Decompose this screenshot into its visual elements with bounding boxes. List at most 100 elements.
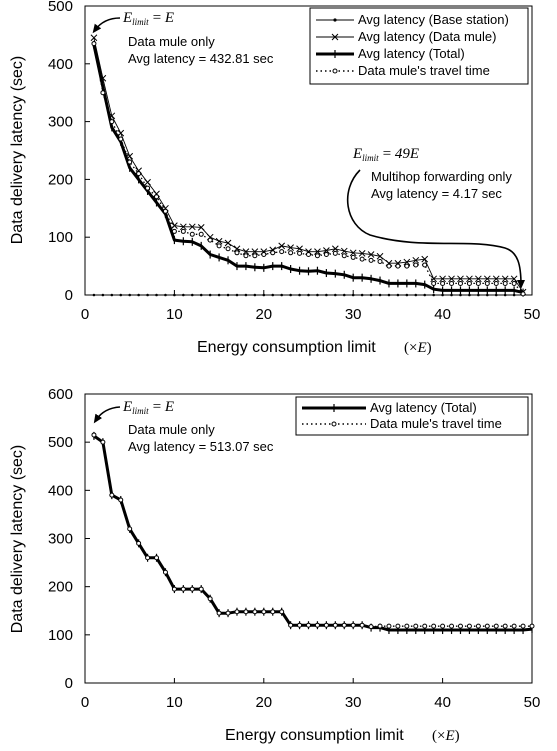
top-series-point	[234, 250, 240, 256]
top-series-point	[323, 247, 330, 254]
bottom-anno-min-arrow	[93, 406, 121, 424]
top-series-point	[395, 263, 401, 269]
svg-text:Avg latency (Data mule): Avg latency (Data mule)	[358, 29, 497, 44]
top-series-point	[396, 293, 400, 297]
top-y-tick-label: 200	[48, 171, 73, 188]
top-series-point	[101, 293, 105, 297]
top-series-point	[503, 293, 507, 297]
top-series-point	[262, 293, 266, 297]
bottom-series-point	[368, 624, 374, 630]
top-series-point	[468, 293, 471, 297]
top-legend-box	[309, 7, 529, 85]
bottom-series-point	[511, 623, 517, 629]
top-series-point	[235, 293, 239, 297]
top-series-point	[323, 252, 329, 258]
top-series-point	[331, 245, 339, 253]
top-series-point	[145, 185, 151, 191]
top-series-point	[340, 247, 348, 255]
top-series-point	[146, 293, 149, 297]
bottom-series-point	[100, 439, 106, 445]
top-series-point	[270, 250, 276, 256]
bottom-series-point	[440, 623, 446, 629]
bottom-series-point	[216, 610, 222, 616]
bottom-series-point	[171, 586, 177, 592]
top-y-tick-label: 400	[48, 56, 73, 73]
top-series-point	[90, 34, 98, 42]
top-series-point	[306, 252, 311, 258]
top-series-point	[92, 293, 96, 297]
top-series-group	[90, 34, 527, 297]
top-anno-max-line1: Multihop forwarding only	[371, 169, 512, 184]
top-series-point	[182, 293, 185, 297]
top-series-point	[216, 243, 222, 249]
bottom-series-0	[93, 431, 533, 635]
svg-text:Data mule's travel time: Data mule's travel time	[370, 416, 502, 431]
bottom-y-ticks: 0 100 200 300 400 500 600	[48, 386, 90, 692]
bottom-y-tick-label: 100	[48, 627, 73, 644]
bottom-series-line	[93, 434, 532, 628]
bottom-series-point	[288, 622, 294, 628]
top-series-point	[475, 280, 481, 286]
top-series-point	[215, 237, 223, 245]
top-legend-item-total: Avg latency (Total)	[316, 46, 465, 61]
top-legend-item-base-station: Avg latency (Base station)	[316, 12, 509, 27]
top-series-point	[243, 253, 249, 259]
top-series-point	[173, 293, 176, 297]
top-series-point	[520, 291, 526, 297]
top-series-point	[422, 262, 428, 268]
bottom-anno-min-formula: Elimit = E	[122, 399, 174, 416]
bottom-series-point	[323, 622, 329, 628]
top-series-point	[351, 293, 355, 297]
bottom-series-point	[529, 623, 535, 629]
top-y-ticks: 0 100 200 300 400 500	[48, 0, 90, 304]
top-series-point	[242, 248, 250, 256]
bottom-x-tick-label: 50	[524, 694, 541, 711]
top-series-point	[484, 280, 490, 286]
top-series-point	[448, 275, 455, 283]
top-series-point	[486, 293, 489, 297]
top-series-point	[325, 293, 328, 297]
top-series-point	[144, 178, 151, 186]
top-series-point	[510, 275, 518, 283]
bottom-series-point	[502, 623, 508, 629]
bottom-series-point	[475, 623, 481, 629]
top-y-tick-label: 100	[48, 229, 73, 246]
bottom-y-axis-label: Data delivery latency (sec)	[9, 445, 26, 634]
top-series-point	[459, 293, 462, 297]
bottom-series-point	[466, 623, 472, 629]
top-x-tick-label: 20	[255, 306, 272, 323]
top-series-point	[119, 293, 123, 297]
bottom-series-point	[395, 623, 401, 629]
top-series-point	[162, 208, 168, 214]
bottom-series-point	[118, 497, 124, 503]
bottom-series-line	[93, 434, 533, 632]
bottom-series-point	[431, 623, 437, 629]
top-series-point	[189, 231, 195, 237]
svg-text:Avg latency (Base station): Avg latency (Base station)	[358, 12, 509, 27]
top-series-point	[502, 280, 508, 286]
top-series-point	[279, 249, 285, 255]
top-series-point	[412, 256, 420, 264]
bottom-y-tick-label: 600	[48, 386, 73, 403]
bottom-series-point	[484, 623, 490, 629]
bottom-x-tick-label: 30	[345, 694, 362, 711]
top-anno-min-line1: Data mule only	[128, 34, 215, 49]
top-anno-max-formula: Elimit = 49E	[352, 146, 419, 163]
bottom-series-point	[314, 622, 320, 628]
top-series-point	[207, 237, 213, 243]
top-series-point	[155, 293, 158, 297]
bottom-x-tick-label: 10	[166, 694, 183, 711]
bottom-series-point	[404, 623, 410, 629]
bottom-series-point	[91, 432, 97, 438]
top-series-1	[90, 34, 527, 296]
bottom-series-point	[306, 622, 311, 628]
top-series-point	[387, 293, 391, 297]
bottom-plot-frame	[84, 393, 533, 684]
top-series-point	[226, 293, 230, 297]
bottom-series-point	[207, 596, 213, 602]
top-x-tick-label: 30	[345, 306, 362, 323]
bottom-series-point	[180, 586, 186, 592]
top-series-point	[483, 275, 491, 283]
top-series-point	[136, 171, 142, 177]
